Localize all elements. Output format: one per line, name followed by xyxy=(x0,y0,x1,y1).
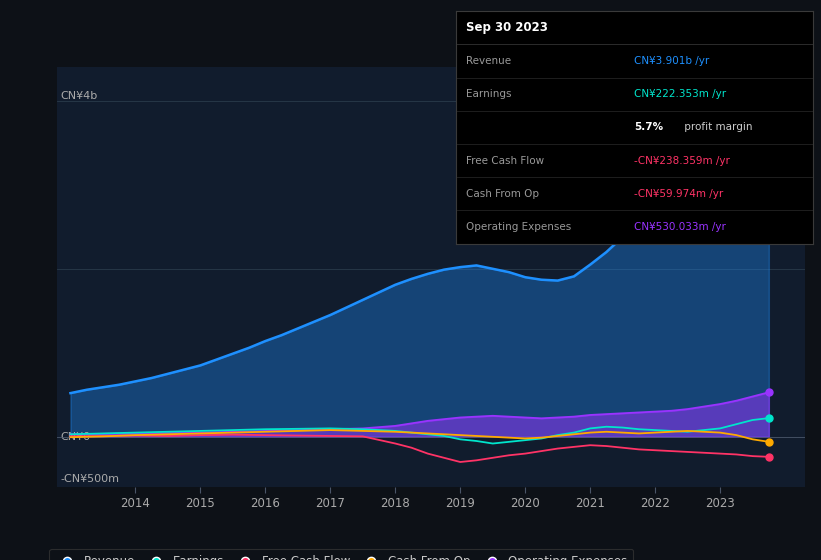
Text: CN¥4b: CN¥4b xyxy=(61,91,98,101)
Legend: Revenue, Earnings, Free Cash Flow, Cash From Op, Operating Expenses: Revenue, Earnings, Free Cash Flow, Cash … xyxy=(49,549,634,560)
Text: profit margin: profit margin xyxy=(681,123,752,132)
Text: CN¥3.901b /yr: CN¥3.901b /yr xyxy=(635,56,709,66)
Text: -CN¥500m: -CN¥500m xyxy=(61,474,120,484)
Text: Sep 30 2023: Sep 30 2023 xyxy=(466,21,548,34)
Text: Cash From Op: Cash From Op xyxy=(466,189,539,199)
Text: Earnings: Earnings xyxy=(466,89,511,99)
Text: Revenue: Revenue xyxy=(466,56,511,66)
Text: CN¥530.033m /yr: CN¥530.033m /yr xyxy=(635,222,726,232)
Text: Operating Expenses: Operating Expenses xyxy=(466,222,571,232)
Text: CN¥222.353m /yr: CN¥222.353m /yr xyxy=(635,89,727,99)
Text: Free Cash Flow: Free Cash Flow xyxy=(466,156,544,166)
Text: 5.7%: 5.7% xyxy=(635,123,663,132)
Text: -CN¥238.359m /yr: -CN¥238.359m /yr xyxy=(635,156,730,166)
Text: -CN¥59.974m /yr: -CN¥59.974m /yr xyxy=(635,189,723,199)
Text: CN¥0: CN¥0 xyxy=(61,432,91,442)
